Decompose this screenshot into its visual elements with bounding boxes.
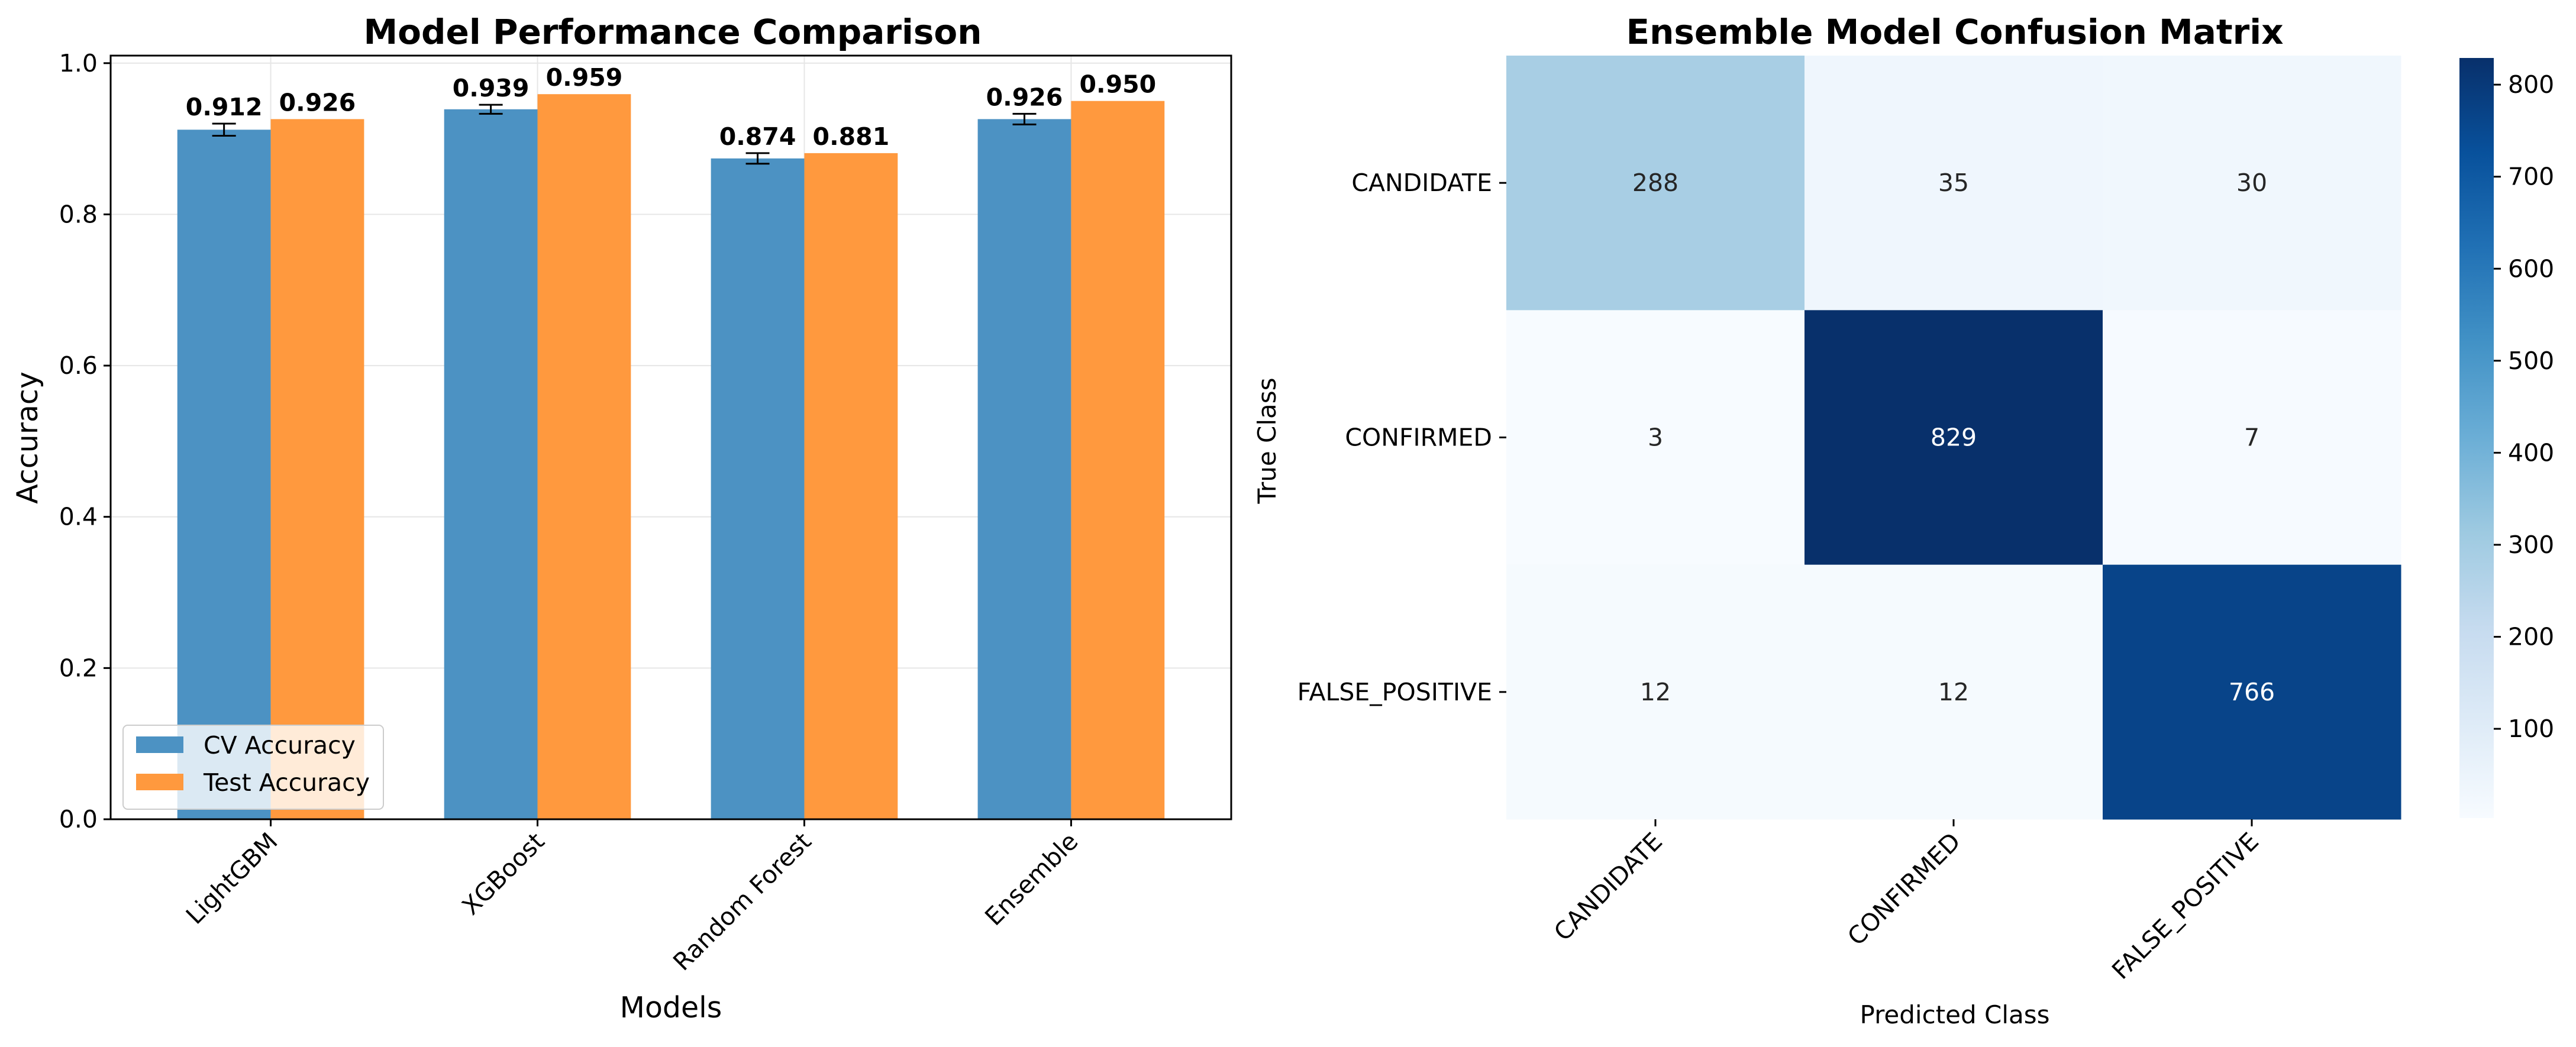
heatmap-title: Ensemble Model Confusion Matrix xyxy=(1626,12,2283,52)
heatmap-panel: Ensemble Model Confusion Matrix 288 35 30 3… xyxy=(1253,12,2554,1029)
colorbar: 100 200 300 400 500 600 700 800 xyxy=(2459,58,2554,818)
heatmap-x-tick-label: FALSE_POSITIVE xyxy=(2106,827,2264,985)
heatmap-x-tick-label: CONFIRMED xyxy=(1842,827,1966,951)
bar-cv-accuracy-random-forest xyxy=(711,158,805,819)
heatmap-cell-confirmed-confirmed xyxy=(1805,310,2103,565)
heatmap-cell-value: 12 xyxy=(1938,678,1969,706)
heatmap-x-axis: CANDIDATE CONFIRMED FALSE_POSITIVE xyxy=(1548,819,2264,985)
colorbar-tick-label: 300 xyxy=(2508,531,2554,559)
heatmap-cell-false-positive-candidate xyxy=(1506,564,1805,820)
heatmap-cell-candidate-candidate xyxy=(1506,56,1805,311)
heatmap-y-tick-label: CONFIRMED xyxy=(1345,424,1492,452)
heatmap-x-axis-label: Predicted Class xyxy=(1860,1000,2049,1029)
y-tick-label: 0.0 xyxy=(59,805,98,833)
y-tick-label: 0.2 xyxy=(59,654,98,682)
data-label: 0.874 xyxy=(719,122,796,151)
bar-cv-accuracy-xgboost xyxy=(444,109,538,820)
legend-swatch-test-accuracy xyxy=(136,774,183,790)
colorbar-tick-label: 100 xyxy=(2508,715,2554,743)
bar-chart-legend: CV Accuracy Test Accuracy xyxy=(122,725,384,810)
bar-cv-accuracy-ensemble xyxy=(977,119,1071,819)
bar-chart-title: Model Performance Comparison xyxy=(363,12,982,52)
colorbar-tick-label: 800 xyxy=(2508,70,2554,99)
heatmap-cell-confirmed-candidate xyxy=(1506,310,1805,565)
y-tick-label: 0.6 xyxy=(59,351,98,380)
bar-test-accuracy-ensemble xyxy=(1071,101,1165,819)
y-tick-label: 1.0 xyxy=(59,49,98,77)
colorbar-tick-label: 400 xyxy=(2508,438,2554,467)
data-label: 0.926 xyxy=(279,88,356,117)
heatmap-y-tick-label: FALSE_POSITIVE xyxy=(1297,678,1492,706)
heatmap-y-axis-label: True Class xyxy=(1253,377,1281,504)
bar-chart-marks: 0.912 0.939 0.874 0.926 0.926 0.959 0.881 0.950 xyxy=(177,63,1165,820)
heatmap-cell-value: 829 xyxy=(1931,424,1977,452)
legend-swatch-cv-accuracy xyxy=(136,736,183,753)
heatmap-cell-value: 3 xyxy=(1648,424,1663,452)
colorbar-gradient xyxy=(2459,58,2494,818)
heatmap-cell-value: 288 xyxy=(1632,169,1678,197)
x-tick-label: Ensemble xyxy=(979,827,1083,931)
heatmap-y-tick-label: CANDIDATE xyxy=(1351,169,1492,197)
legend-frame xyxy=(122,725,384,810)
data-label: 0.939 xyxy=(453,74,530,102)
data-label: 0.950 xyxy=(1080,70,1157,99)
heatmap-x-tick-label: CANDIDATE xyxy=(1548,827,1668,946)
legend-label-test-accuracy: Test Accuracy xyxy=(203,768,370,797)
bar-chart-frame xyxy=(109,54,1232,820)
heatmap-cell-confirmed-false-positive xyxy=(2103,310,2401,565)
heatmap-cell-value: 35 xyxy=(1938,169,1969,197)
bar-chart-panel: Model Performance Comparison 0.9120.9390… xyxy=(11,12,1232,1025)
heatmap-cell-value: 7 xyxy=(2244,424,2259,452)
y-tick-label: 0.8 xyxy=(59,200,98,228)
heatmap-cell-false-positive-confirmed xyxy=(1805,564,2103,820)
colorbar-ticks: 100 200 300 400 500 600 700 800 xyxy=(2494,70,2554,743)
heatmap-cell-candidate-false-positive xyxy=(2103,56,2401,311)
heatmap-cell-value: 30 xyxy=(2236,169,2267,197)
data-label: 0.912 xyxy=(186,93,263,121)
data-label: 0.926 xyxy=(986,83,1063,111)
y-tick-label: 0.4 xyxy=(59,503,98,531)
heatmap-y-axis: CANDIDATE CONFIRMED FALSE_POSITIVE xyxy=(1297,169,1506,706)
bar-test-accuracy-random-forest xyxy=(804,153,898,819)
heatmap-cell-value: 12 xyxy=(1640,678,1671,706)
legend-label-cv-accuracy: CV Accuracy xyxy=(204,731,356,760)
bar-cv-accuracy-lightgbm xyxy=(177,130,271,819)
x-tick-label: LightGBM xyxy=(180,827,283,930)
bar-chart-y-axis-label: Accuracy xyxy=(11,371,44,504)
colorbar-tick-label: 200 xyxy=(2508,623,2554,651)
bar-chart-x-axis-label: Models xyxy=(620,991,722,1025)
colorbar-tick-label: 500 xyxy=(2508,347,2554,375)
x-tick-label: XGBoost xyxy=(456,827,550,920)
bar-test-accuracy-xgboost xyxy=(537,94,631,820)
colorbar-tick-label: 700 xyxy=(2508,163,2554,191)
heatmap-cell-false-positive-false-positive xyxy=(2103,564,2401,820)
x-tick-label: Random Forest xyxy=(667,827,816,976)
bar-chart-x-axis: LightGBM XGBoost Random Forest Ensemble xyxy=(180,819,1083,976)
heatmap-cell-value: 766 xyxy=(2229,678,2275,706)
bar-test-accuracy-lightgbm xyxy=(270,119,364,819)
data-label: 0.881 xyxy=(813,122,890,151)
bar-chart-y-axis: 0.0 0.2 0.4 0.6 0.8 1.0 xyxy=(59,49,111,833)
heatmap-cells: 288 35 30 3 829 7 12 12 766 xyxy=(1506,56,2401,820)
heatmap-cell-candidate-confirmed xyxy=(1805,56,2103,311)
colorbar-tick-label: 600 xyxy=(2508,254,2554,283)
data-label: 0.959 xyxy=(546,63,623,92)
